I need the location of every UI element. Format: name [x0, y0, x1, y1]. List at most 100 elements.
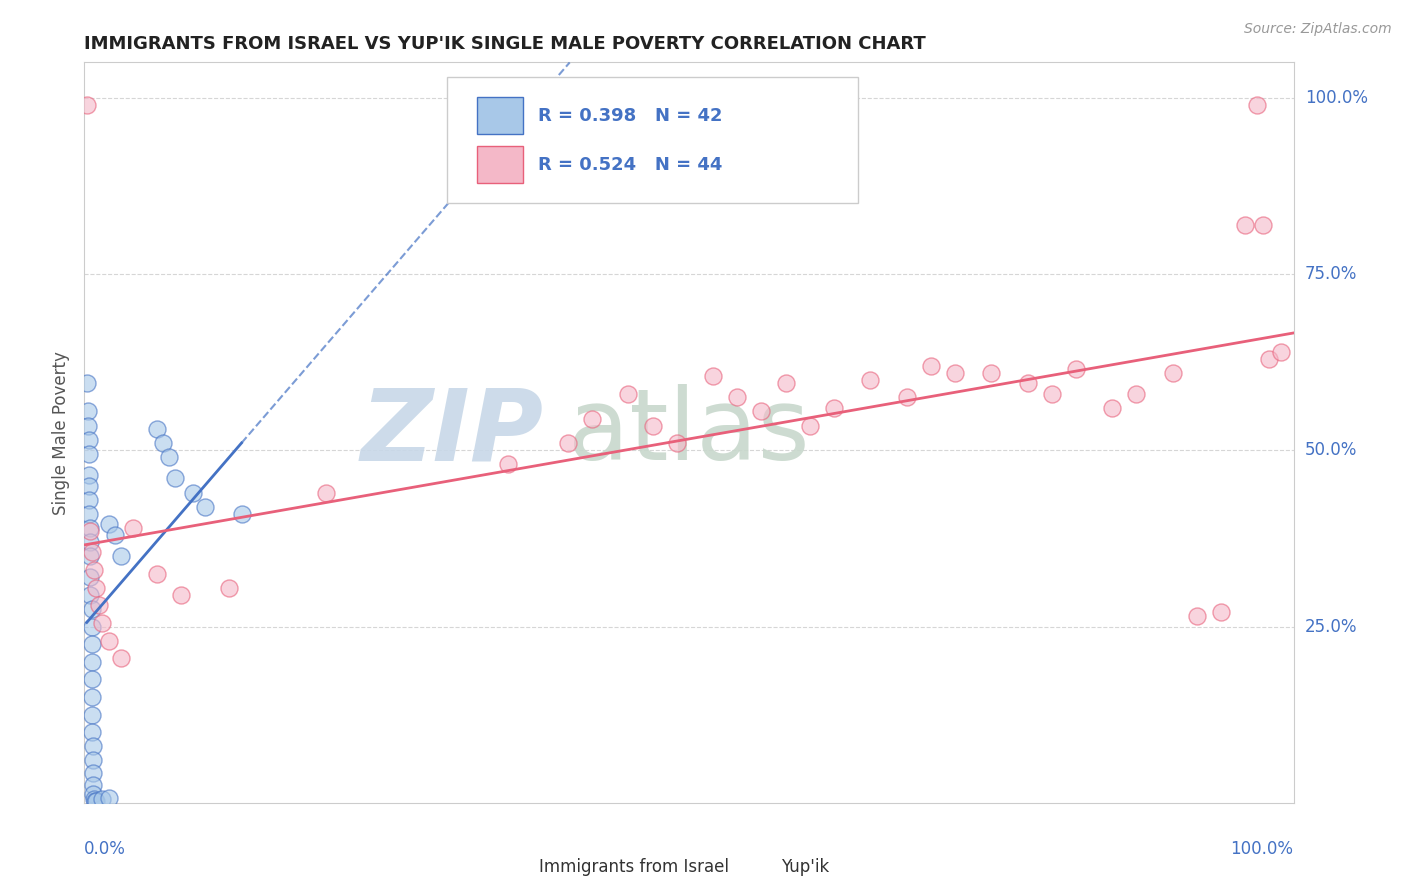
- Point: [97, 790, 120, 805]
- Point: [1125, 387, 1147, 401]
- Point: [77, 447, 100, 461]
- Point: [146, 566, 169, 581]
- Point: [1064, 362, 1087, 376]
- Text: 100.0%: 100.0%: [1230, 840, 1294, 858]
- Point: [79, 588, 101, 602]
- Text: R = 0.398   N = 42: R = 0.398 N = 42: [538, 107, 723, 125]
- Text: 75.0%: 75.0%: [1305, 265, 1357, 283]
- Point: [617, 387, 640, 401]
- Point: [1246, 97, 1268, 112]
- Point: [1234, 218, 1257, 232]
- Point: [91, 792, 114, 806]
- Point: [121, 521, 143, 535]
- Point: [181, 485, 204, 500]
- Text: atlas: atlas: [568, 384, 810, 481]
- Point: [97, 517, 120, 532]
- Point: [581, 411, 603, 425]
- Point: [77, 492, 100, 507]
- Text: ZIP: ZIP: [361, 384, 544, 481]
- Point: [82, 754, 104, 768]
- Point: [80, 602, 103, 616]
- Point: [80, 707, 103, 722]
- Point: [1185, 609, 1208, 624]
- Point: [80, 637, 103, 651]
- Point: [86, 794, 108, 808]
- Point: [725, 390, 748, 404]
- Point: [80, 619, 103, 633]
- Point: [1253, 218, 1275, 232]
- Point: [1161, 366, 1184, 380]
- FancyBboxPatch shape: [478, 146, 523, 183]
- Point: [79, 524, 101, 539]
- FancyBboxPatch shape: [447, 78, 858, 203]
- Point: [980, 366, 1002, 380]
- Point: [87, 599, 110, 613]
- FancyBboxPatch shape: [478, 97, 523, 135]
- Point: [315, 485, 337, 500]
- Point: [77, 507, 100, 521]
- Point: [775, 376, 797, 391]
- Point: [77, 433, 100, 447]
- Point: [83, 792, 105, 806]
- Text: 25.0%: 25.0%: [1305, 617, 1357, 635]
- Point: [79, 535, 101, 549]
- Point: [665, 436, 688, 450]
- Point: [77, 467, 100, 482]
- Point: [110, 651, 132, 665]
- Point: [91, 615, 114, 630]
- Point: [80, 725, 103, 739]
- Point: [79, 570, 101, 584]
- Point: [80, 655, 103, 669]
- Point: [76, 97, 98, 112]
- Point: [152, 436, 174, 450]
- Text: IMMIGRANTS FROM ISRAEL VS YUP'IK SINGLE MALE POVERTY CORRELATION CHART: IMMIGRANTS FROM ISRAEL VS YUP'IK SINGLE …: [84, 35, 927, 53]
- FancyBboxPatch shape: [495, 857, 529, 880]
- Text: 0.0%: 0.0%: [84, 840, 127, 858]
- Point: [799, 418, 821, 433]
- Point: [170, 588, 193, 602]
- Point: [920, 359, 942, 373]
- Point: [194, 500, 217, 514]
- FancyBboxPatch shape: [737, 857, 770, 880]
- Point: [641, 418, 664, 433]
- Point: [146, 422, 169, 436]
- Point: [110, 549, 132, 563]
- Point: [1017, 376, 1039, 391]
- Point: [80, 673, 103, 687]
- Point: [943, 366, 966, 380]
- Point: [751, 404, 773, 418]
- Point: [82, 788, 104, 802]
- Point: [83, 563, 105, 577]
- Point: [80, 545, 103, 559]
- Point: [80, 690, 103, 704]
- Point: [82, 739, 104, 754]
- Point: [496, 458, 519, 472]
- Point: [1270, 344, 1292, 359]
- Point: [231, 507, 253, 521]
- Point: [157, 450, 180, 465]
- Point: [82, 766, 104, 780]
- Point: [76, 376, 98, 391]
- Point: [165, 471, 187, 485]
- Point: [1040, 387, 1063, 401]
- Text: 100.0%: 100.0%: [1305, 88, 1368, 107]
- Point: [79, 549, 101, 563]
- Point: [79, 521, 101, 535]
- Text: Immigrants from Israel: Immigrants from Israel: [538, 858, 728, 876]
- Point: [104, 528, 127, 542]
- Point: [77, 404, 100, 418]
- Text: 50.0%: 50.0%: [1305, 442, 1357, 459]
- Point: [77, 418, 100, 433]
- Point: [896, 390, 918, 404]
- Point: [1258, 351, 1281, 366]
- Point: [86, 581, 108, 595]
- Point: [1101, 401, 1123, 415]
- Text: Yup'ik: Yup'ik: [780, 858, 830, 876]
- Y-axis label: Single Male Poverty: Single Male Poverty: [52, 351, 70, 515]
- Point: [82, 778, 104, 792]
- Point: [77, 478, 100, 492]
- Point: [1209, 606, 1232, 620]
- Point: [557, 436, 579, 450]
- Point: [702, 369, 724, 384]
- Point: [97, 633, 120, 648]
